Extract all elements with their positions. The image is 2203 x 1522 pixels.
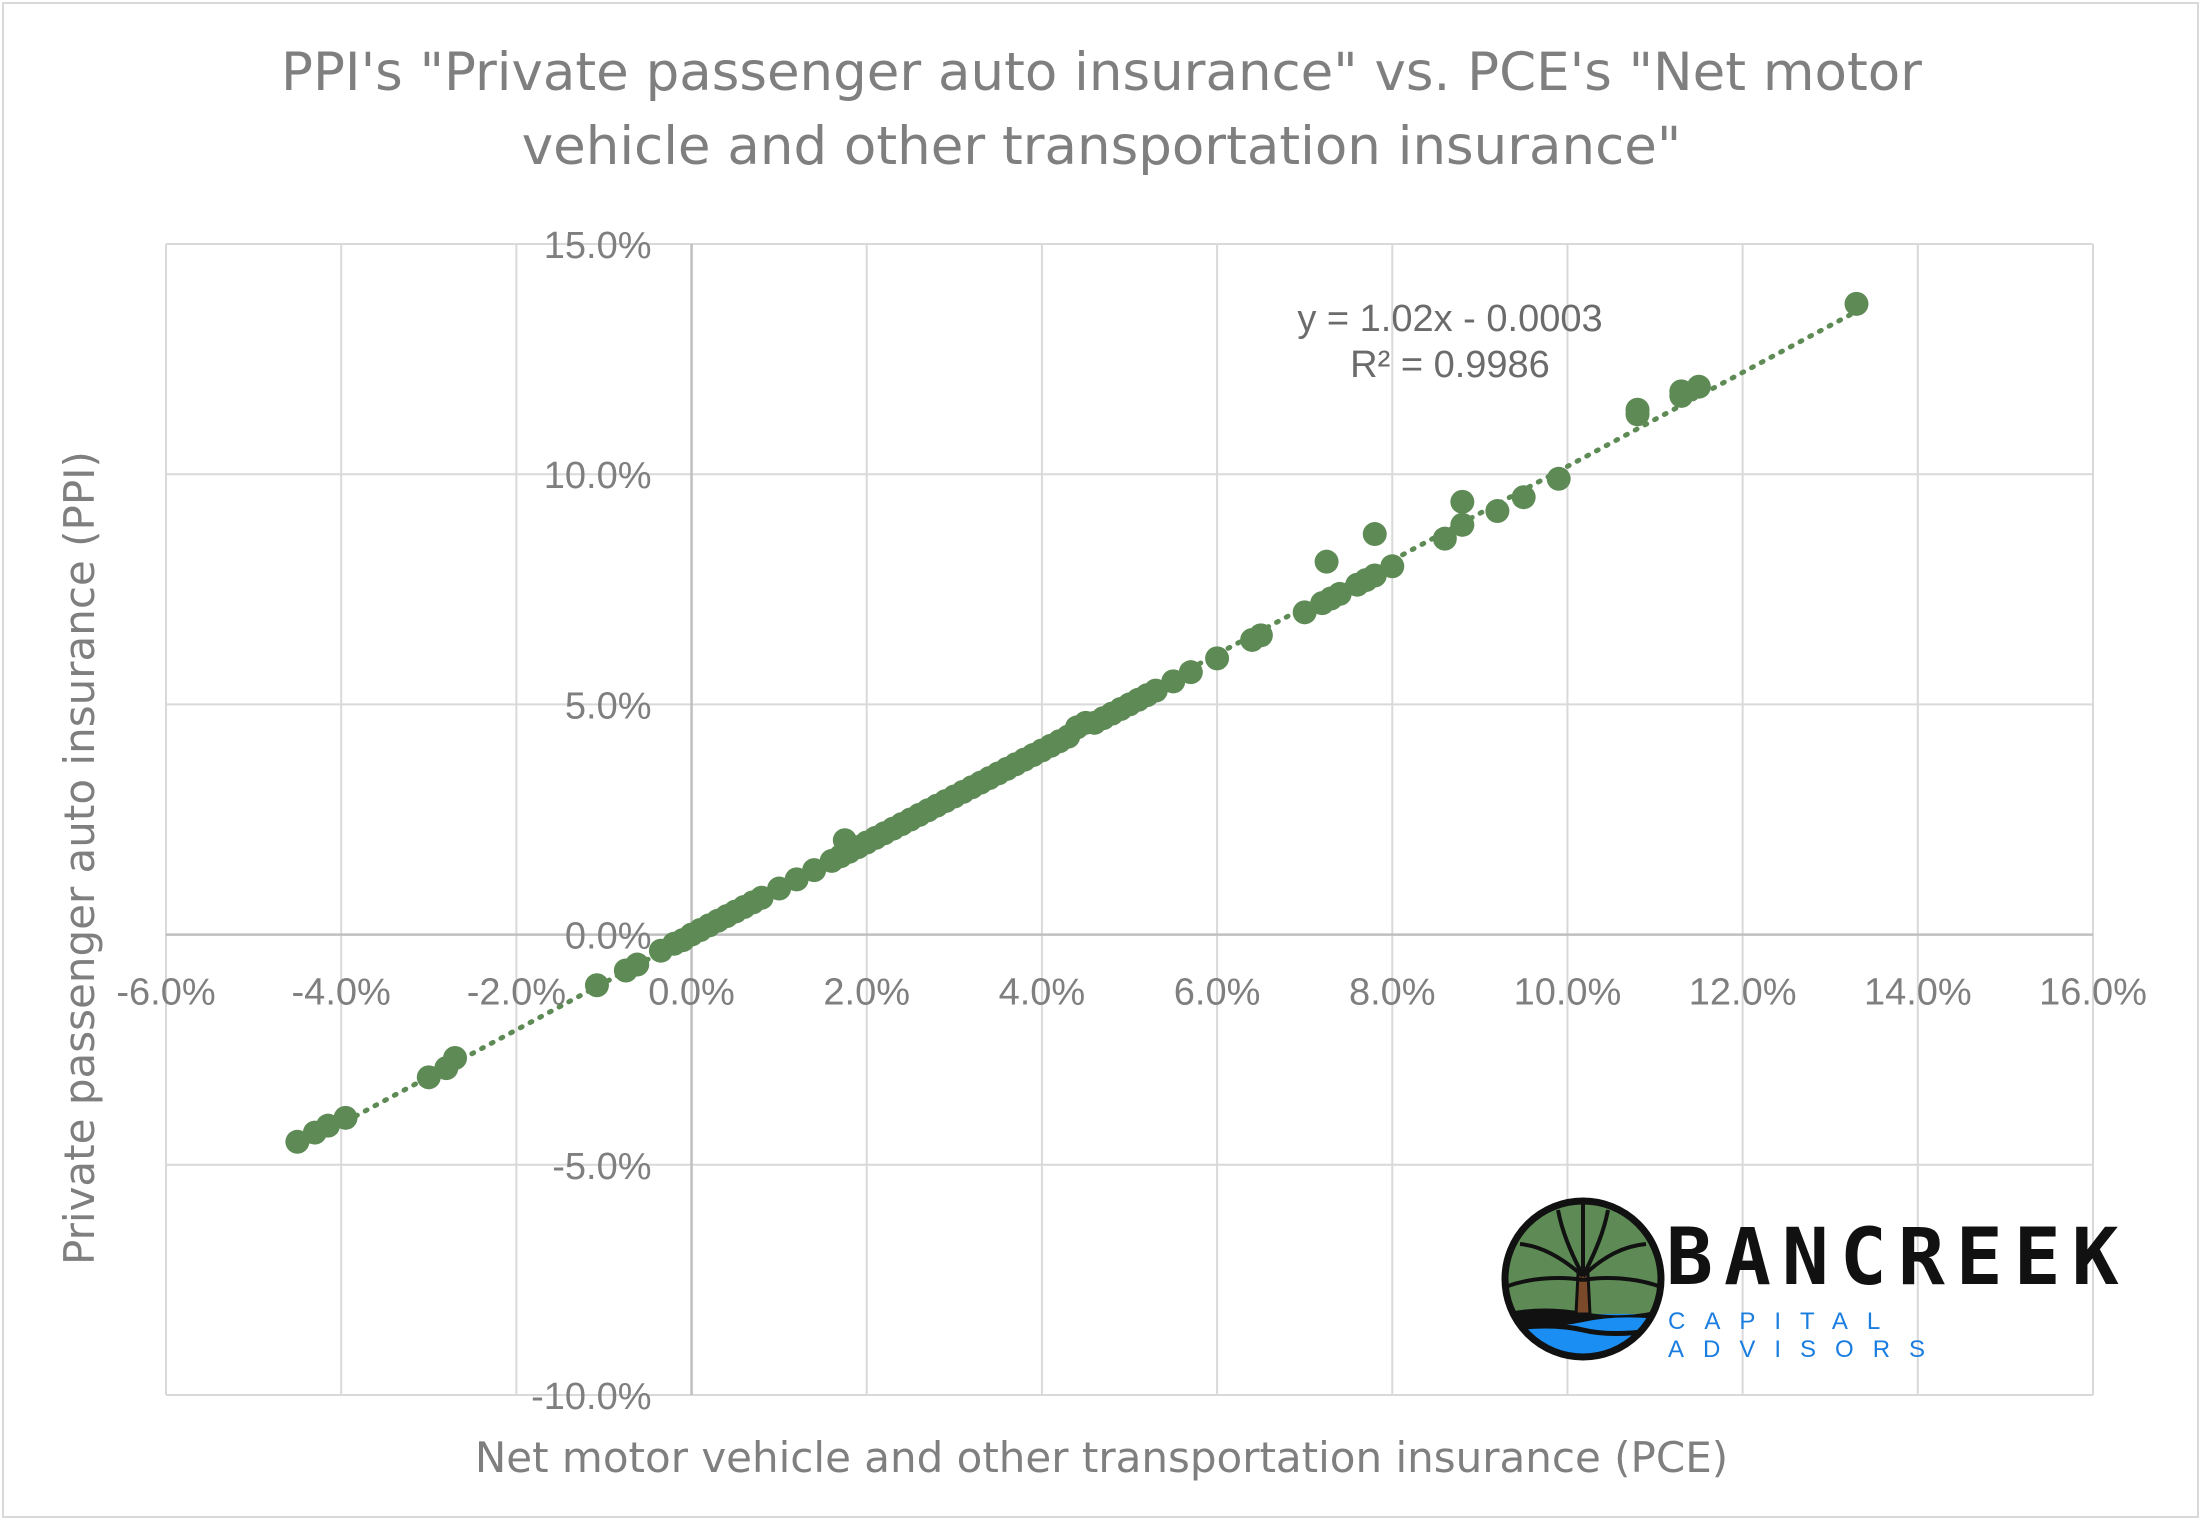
logo-name: BANCREEK (1666, 1213, 2130, 1303)
data-point (333, 1105, 358, 1130)
data-points (285, 291, 1869, 1154)
x-tick-label: 4.0% (999, 972, 1086, 1014)
y-tick-label: 15.0% (544, 225, 652, 267)
x-tick-label: 8.0% (1349, 972, 1436, 1014)
data-point (1511, 485, 1536, 510)
data-point (1485, 499, 1510, 524)
y-axis-label: Private passenger auto insurance (PPI) (55, 451, 104, 1265)
data-point (1248, 623, 1273, 648)
data-point (1450, 512, 1475, 537)
x-tick-label: 0.0% (648, 972, 735, 1014)
x-tick-label: 10.0% (1514, 972, 1622, 1014)
data-point (1844, 291, 1869, 316)
data-point (584, 973, 609, 998)
axes (166, 244, 2093, 1395)
y-tick-label: 5.0% (565, 685, 652, 727)
x-axis-label: Net motor vehicle and other transportati… (474, 1433, 1729, 1482)
x-tick-label: 14.0% (1864, 972, 1972, 1014)
y-tick-label: 0.0% (565, 916, 652, 958)
y-tick-label: -10.0% (531, 1376, 651, 1418)
y-tick-label: 10.0% (544, 455, 652, 497)
data-point (1205, 646, 1230, 671)
data-point (1314, 549, 1339, 574)
data-point (1362, 522, 1387, 547)
trendline-r2-text: R² = 0.9986 (1350, 344, 1550, 386)
x-tick-label: 2.0% (823, 972, 910, 1014)
data-point (443, 1045, 468, 1070)
x-tick-label: -4.0% (292, 972, 391, 1014)
chart-title: PPI's "Private passenger auto insurance"… (0, 36, 2203, 184)
data-point (1450, 489, 1475, 514)
tree-emblem-icon (1501, 1197, 1665, 1361)
trendline-equation: y = 1.02x - 0.0003 R² = 0.9986 (1200, 296, 1700, 388)
y-tick-label: -5.0% (552, 1146, 651, 1188)
data-point (1625, 397, 1650, 422)
grid-lines (165, 243, 2094, 1396)
data-point (1380, 554, 1405, 579)
x-tick-label: 16.0% (2039, 972, 2147, 1014)
logo-tagline: CAPITAL ADVISORS (1668, 1308, 1945, 1363)
x-tick-label: -2.0% (467, 972, 566, 1014)
trendline-equation-text: y = 1.02x - 0.0003 (1297, 298, 1603, 340)
x-tick-label: 12.0% (1689, 972, 1797, 1014)
trendline-layer (294, 308, 1860, 1150)
data-point (1686, 374, 1711, 399)
tick-labels: -6.0% -4.0% -2.0% 0.0% 2.0% 4.0% 6.0% 8.0% 10.0%… (116, 225, 2147, 1418)
trendline (294, 308, 1860, 1150)
chart-title-line-2: vehicle and other transportation insuran… (521, 116, 1682, 177)
data-point (625, 952, 650, 977)
x-tick-label: -6.0% (116, 972, 215, 1014)
bancreek-logo: BANCREEK CAPITAL ADVISORS (1500, 1196, 2119, 1363)
chart-title-line-1: PPI's "Private passenger auto insurance"… (281, 42, 1922, 103)
data-point (1178, 660, 1203, 685)
x-tick-label: 6.0% (1174, 972, 1261, 1014)
data-point (1546, 466, 1571, 491)
data-point (1432, 526, 1457, 551)
